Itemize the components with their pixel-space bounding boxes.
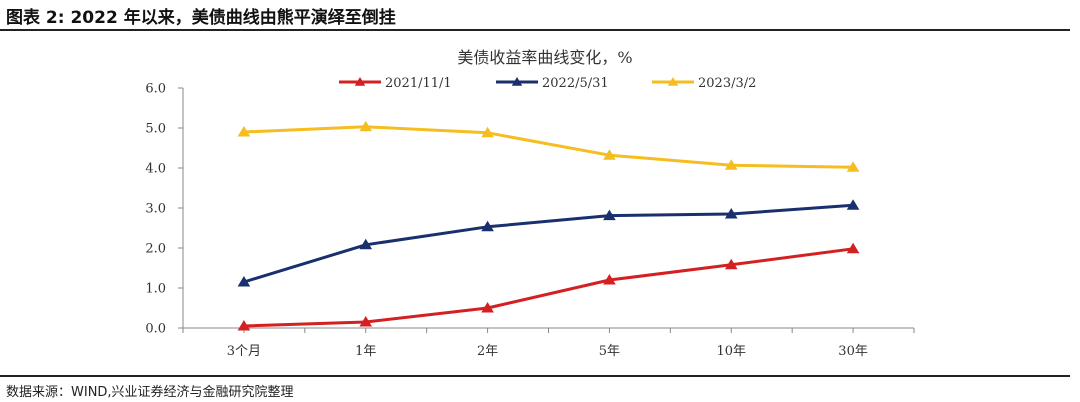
- data-point: [846, 161, 860, 172]
- x-tick-label: 5年: [599, 344, 620, 359]
- series-line: [243, 203, 854, 284]
- x-tick-label: 2年: [477, 344, 498, 359]
- y-tick-label: 2.0: [145, 242, 166, 257]
- legend-label: 2023/3/2: [698, 76, 756, 91]
- x-tick-label: 10年: [716, 344, 746, 359]
- figure-header: 图表 2: 2022 年以来，美债曲线由熊平演绎至倒挂: [0, 0, 1080, 30]
- x-tick-label: 3个月: [227, 344, 261, 359]
- data-point: [481, 220, 494, 232]
- chart-title: 美债收益率曲线变化，%: [457, 48, 632, 67]
- x-tick-label: 1年: [355, 344, 376, 359]
- bottom-rule: [0, 375, 1070, 377]
- data-point: [724, 258, 738, 270]
- series-1: [237, 199, 860, 287]
- source-note: 数据来源：WIND,兴业证券经济与金融研究院整理: [6, 385, 294, 400]
- data-point: [237, 126, 251, 137]
- y-tick-label: 1.0: [145, 282, 166, 297]
- legend-swatch-marker: [511, 77, 523, 86]
- figure-caption: 图表 2: 2022 年以来，美债曲线由熊平演绎至倒挂: [6, 8, 396, 28]
- legend-label: 2022/5/31: [542, 76, 609, 91]
- data-point: [481, 126, 494, 138]
- data-point: [724, 208, 738, 219]
- data-point: [481, 302, 494, 313]
- data-point: [237, 276, 251, 287]
- series-layer: [237, 120, 860, 331]
- series-line: [243, 125, 854, 169]
- data-point: [846, 199, 860, 210]
- data-point: [603, 209, 616, 221]
- legend: 2021/11/1 2022/5/31 2023/3/2: [339, 76, 756, 91]
- data-point: [724, 159, 738, 170]
- axes: 0.0 1.0 2.0 3.0 4.0 5.0 6.0 3个月 1年 2年 5年 10年 30年: [145, 82, 915, 359]
- data-point: [359, 120, 373, 132]
- data-point: [359, 316, 373, 327]
- y-tick-label: 6.0: [145, 82, 166, 97]
- y-tick-label: 3.0: [145, 202, 166, 217]
- legend-swatch-marker: [354, 77, 366, 86]
- series-2: [237, 120, 860, 172]
- y-tick-label: 5.0: [145, 122, 166, 137]
- series-line: [243, 247, 854, 328]
- y-tick-label: 0.0: [145, 322, 166, 337]
- series-0: [237, 242, 860, 331]
- legend-label: 2021/11/1: [385, 76, 452, 91]
- data-point: [359, 238, 373, 250]
- x-tick-label: 30年: [838, 344, 868, 359]
- data-point: [603, 149, 616, 160]
- top-rule: [0, 29, 1070, 31]
- y-tick-label: 4.0: [145, 162, 166, 177]
- yield-curve-chart: 美债收益率曲线变化，% 2021/11/1 2022/5/31 2023/3/2 0…: [145, 48, 915, 359]
- data-point: [237, 320, 251, 331]
- data-point: [846, 242, 860, 254]
- data-point: [603, 274, 616, 285]
- legend-swatch-marker: [667, 77, 679, 86]
